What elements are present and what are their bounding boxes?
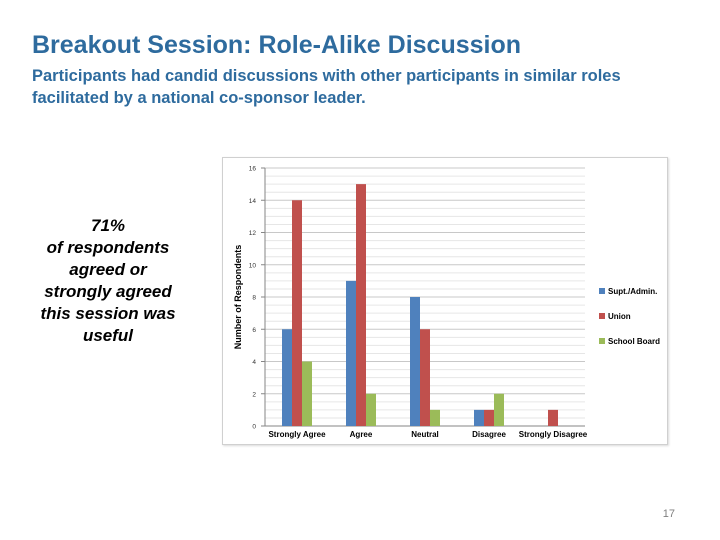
y-tick-label: 4 (252, 359, 256, 366)
bar-union (548, 409, 558, 426)
legend-label: Union (608, 312, 631, 321)
y-tick-label: 2 (252, 391, 256, 398)
y-tick-label: 12 (249, 230, 257, 237)
bar-supt-admin (282, 329, 292, 426)
bar-school-board (302, 361, 312, 426)
bar-union (356, 184, 366, 426)
bar-union (420, 329, 430, 426)
callout-line: this session was (40, 304, 176, 323)
bar-school-board (366, 393, 376, 426)
callout-line: agreed or (69, 260, 147, 279)
bar-union (292, 200, 302, 426)
bar-chart-svg: 0 2 4 6 8 10 12 14 16 Number of Respondents Strong… (233, 166, 660, 440)
y-tick-label: 6 (252, 327, 256, 334)
bar-supt-admin (410, 297, 420, 426)
legend-swatch (599, 288, 605, 294)
y-tick-label: 16 (249, 166, 257, 173)
y-tick-label: 14 (249, 198, 257, 205)
callout-line: 71% (90, 216, 126, 235)
y-axis-title: Number of Respondents (233, 245, 243, 350)
key-stat-callout: 71% of respondents agreed or strongly ag… (30, 215, 186, 347)
y-tick-label: 8 (252, 295, 256, 302)
x-tick-label: Strongly Agree (268, 430, 326, 439)
bar-school-board (494, 393, 504, 426)
bar-supt-admin (346, 280, 356, 426)
callout-line: of respondents (46, 238, 170, 257)
y-tick-label: 0 (252, 424, 256, 431)
legend-label: Supt./Admin. (608, 287, 657, 296)
slide-number: 17 (662, 508, 675, 520)
x-tick-label: Neutral (411, 430, 439, 439)
legend-swatch (599, 338, 605, 344)
x-tick-label: Disagree (472, 430, 506, 439)
bar-chart: 0 2 4 6 8 10 12 14 16 Number of Respondents Strong… (222, 157, 668, 445)
slide-subtitle: Participants had candid discussions with… (32, 67, 621, 107)
bar-school-board (430, 409, 440, 426)
callout-line: strongly agreed (44, 282, 172, 301)
y-tick-label: 10 (249, 262, 257, 269)
slide-title: Breakout Session: Role-Alike Discussion (32, 31, 522, 59)
x-tick-label: Strongly Disagree (519, 430, 588, 439)
bar-union (484, 409, 494, 426)
x-tick-label: Agree (350, 430, 373, 439)
callout-line: useful (82, 326, 134, 345)
legend-label: School Board (608, 337, 660, 346)
bar-supt-admin (474, 409, 484, 426)
legend-swatch (599, 313, 605, 319)
